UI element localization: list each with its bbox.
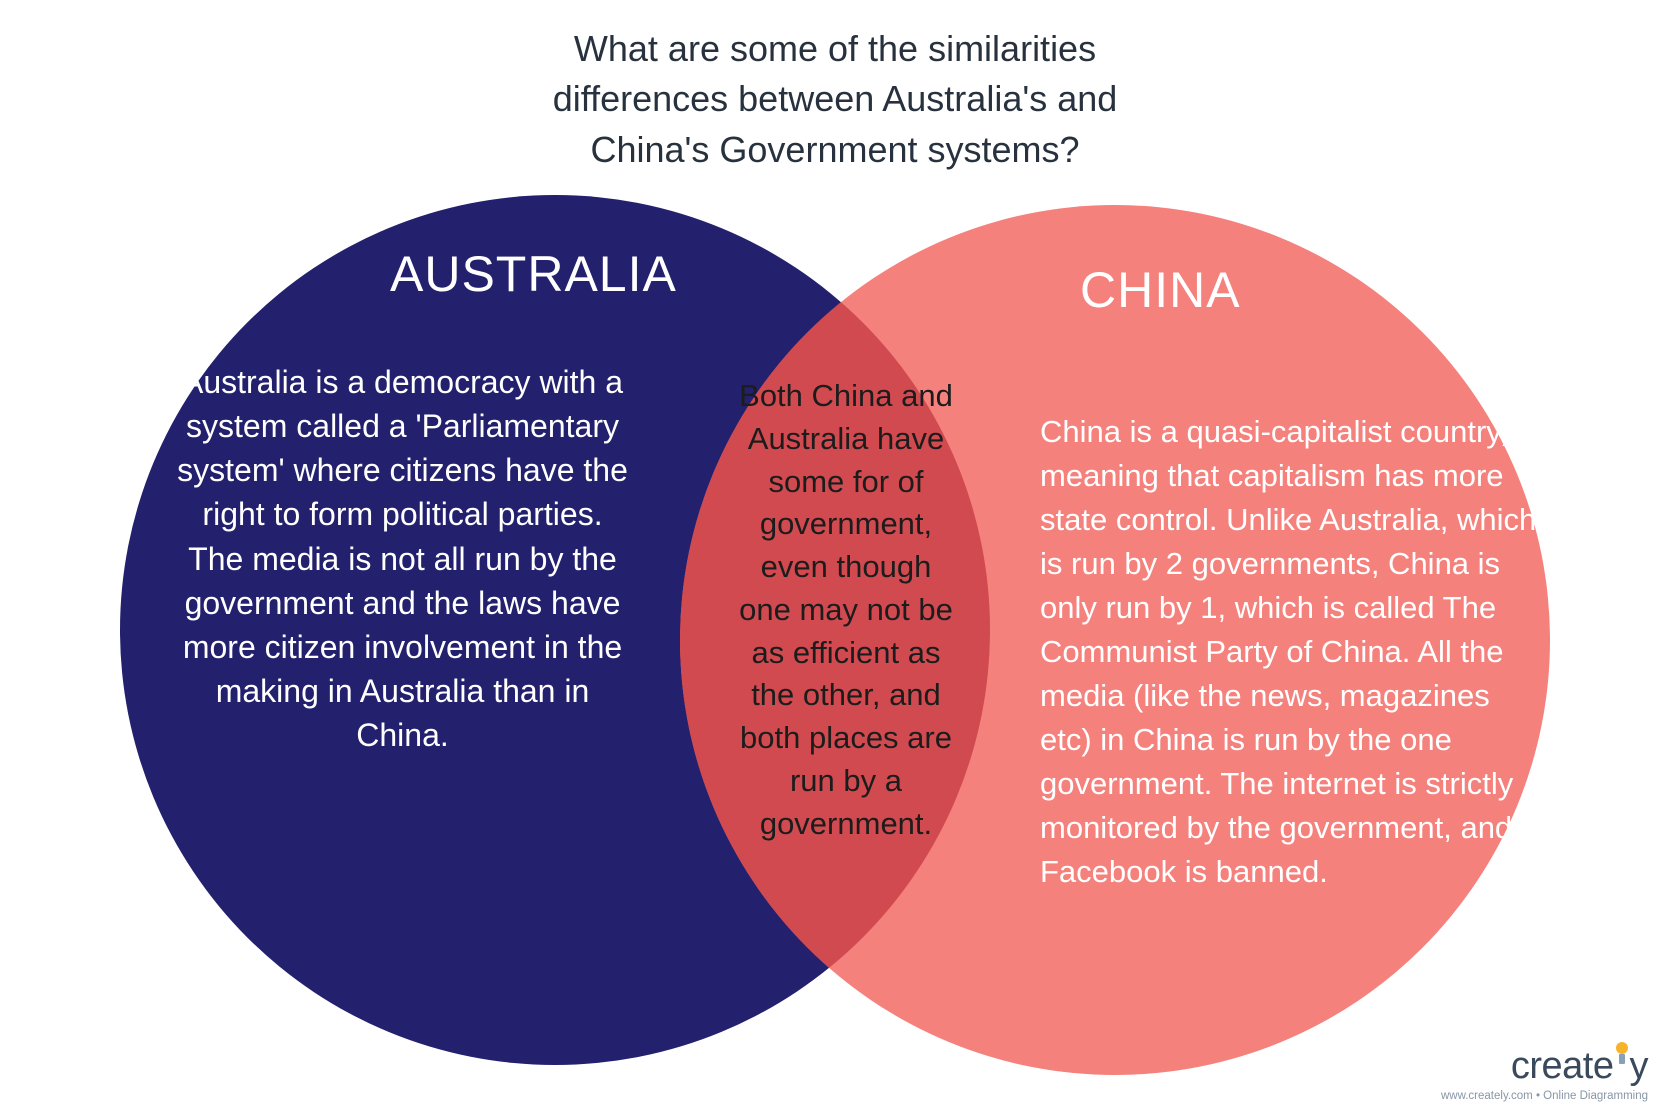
venn-label-right: CHINA bbox=[1080, 261, 1241, 319]
brand-logo: createy www.creately.com • Online Diagra… bbox=[1441, 1045, 1648, 1102]
venn-text-left: Australia is a democracy with a system c… bbox=[175, 360, 630, 757]
venn-diagram: AUSTRALIA CHINA Australia is a democracy… bbox=[120, 195, 1550, 1075]
diagram-title: What are some of the similarities differ… bbox=[515, 24, 1155, 175]
venn-text-right: China is a quasi-capitalist country, mea… bbox=[1040, 410, 1540, 894]
venn-text-intersection: Both China and Australia have some for o… bbox=[732, 375, 960, 845]
brand-name: createy bbox=[1441, 1045, 1648, 1088]
venn-label-left: AUSTRALIA bbox=[390, 245, 677, 303]
brand-tagline: www.creately.com • Online Diagramming bbox=[1441, 1090, 1648, 1102]
lightbulb-icon bbox=[1615, 1056, 1629, 1078]
brand-text-part2: y bbox=[1630, 1045, 1649, 1088]
brand-text-part1: create bbox=[1511, 1045, 1614, 1088]
